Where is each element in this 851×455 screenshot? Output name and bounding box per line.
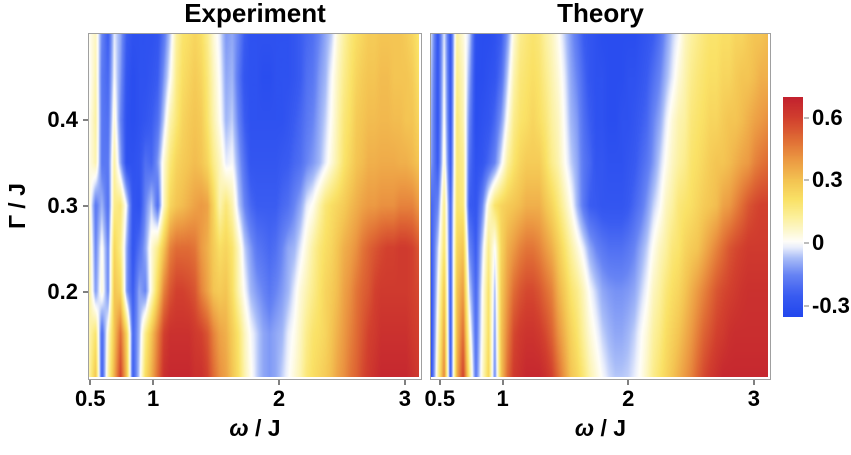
x-axis-unit: J <box>267 415 281 441</box>
theory-heatmap-canvas <box>431 34 768 377</box>
colorbar <box>783 97 803 317</box>
omega-symbol: ω <box>229 415 249 441</box>
x-tick-label: 2 <box>622 386 635 411</box>
colorbar-tick-mark <box>804 179 809 182</box>
x-tick-label: 1 <box>147 386 160 411</box>
panel-title-experiment: Experiment <box>184 0 326 28</box>
x-tick-label: 2 <box>272 386 286 411</box>
x-tick-label: 3 <box>747 386 761 411</box>
colorbar-tick-label: -0.3 <box>812 292 850 318</box>
x-tick-mark <box>403 380 406 385</box>
y-tick-label: 0.4 <box>47 107 78 132</box>
x-tick-mark <box>438 380 441 385</box>
x-tick-label: 0.5 <box>74 386 106 411</box>
omega-symbol: ω <box>574 415 595 441</box>
x-tick-mark <box>152 380 155 385</box>
colorbar-tick-label: 0.3 <box>812 167 843 193</box>
y-tick-mark <box>83 119 88 121</box>
colorbar-tick-label: 0 <box>812 230 825 255</box>
theory-heatmap-panel <box>430 33 771 380</box>
x-axis-label-theory: ω / J <box>430 413 771 443</box>
panel-title-theory: Theory <box>557 0 644 28</box>
x-tick-mark <box>752 380 755 385</box>
y-tick-mark <box>83 205 88 207</box>
x-axis-unit: J <box>613 415 627 441</box>
x-tick-label: 0.5 <box>424 386 456 411</box>
x-tick-mark <box>89 380 92 385</box>
x-tick-label: 3 <box>398 386 412 411</box>
colorbar-tick-mark <box>804 304 809 307</box>
y-tick-label: 0.3 <box>47 193 78 218</box>
x-axis-label-experiment: ω / J <box>88 413 422 443</box>
y-tick-mark <box>83 291 88 293</box>
experiment-heatmap-canvas <box>89 34 419 377</box>
colorbar-tick-label: 0.6 <box>812 104 843 130</box>
y-tick-label: 0.2 <box>47 279 78 304</box>
colorbar-tick-mark <box>804 116 809 119</box>
experiment-heatmap-panel <box>88 33 422 380</box>
colorbar-tick-mark <box>804 242 809 244</box>
x-axis-divider: / <box>248 415 268 441</box>
x-axis-divider: / <box>594 415 614 441</box>
x-tick-mark <box>278 380 281 385</box>
x-tick-mark <box>501 380 504 385</box>
x-tick-mark <box>627 380 630 385</box>
x-tick-label: 1 <box>496 386 509 411</box>
